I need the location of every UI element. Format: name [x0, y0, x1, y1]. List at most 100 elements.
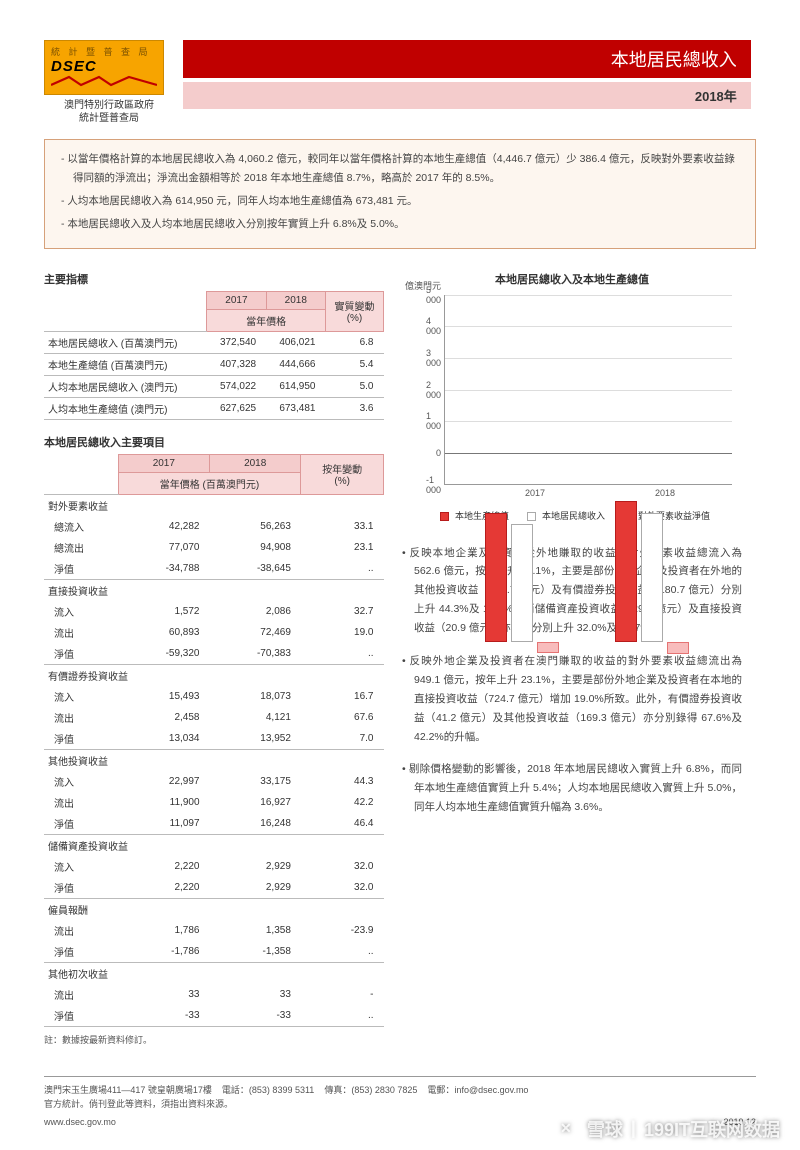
cell: 16,927 [210, 792, 301, 813]
watermark-text: 199IT互联网数据 [644, 1116, 780, 1142]
cell: 407,328 [207, 353, 266, 375]
row-label: 本地居民總收入 (百萬澳門元) [44, 331, 207, 353]
bar-chart: 億澳門元 -1 00001 0002 0003 0004 0005 000201… [402, 295, 742, 485]
cell: 16,248 [210, 813, 301, 835]
row-label: 總流入 [44, 516, 118, 537]
y-tick-label: 2 000 [426, 380, 445, 400]
footer-url: www.dsec.gov.mo [44, 1115, 116, 1129]
table-row: 本地居民總收入 (百萬澳門元)372,540406,0216.8 [44, 331, 384, 353]
row-label: 淨值 [44, 941, 118, 963]
cell: 3.6 [325, 397, 383, 419]
cell: .. [301, 558, 384, 580]
cell: -23.9 [301, 920, 384, 941]
logo-main-text: DSEC [51, 58, 157, 75]
cell: 2,086 [210, 601, 301, 622]
cell: 32.0 [301, 856, 384, 877]
table-row: 淨值-33-33.. [44, 1005, 384, 1027]
bar [537, 642, 559, 653]
table-row: 流入2,2202,92932.0 [44, 856, 384, 877]
table-row: 淨值-1,786-1,358.. [44, 941, 384, 963]
row-label: 流出 [44, 920, 118, 941]
col-header: 實質變動 (%) [325, 291, 383, 331]
cell: 32.7 [301, 601, 384, 622]
row-label: 流入 [44, 686, 118, 707]
logo-top-text: 統 計 暨 普 查 局 [51, 45, 157, 58]
table-row: 流出11,90016,92742.2 [44, 792, 384, 813]
row-label: 淨值 [44, 728, 118, 750]
cell: 16.7 [301, 686, 384, 707]
table-row: 淨值-59,320-70,383.. [44, 643, 384, 665]
cell: -38,645 [210, 558, 301, 580]
cell: -1,358 [210, 941, 301, 963]
cell: .. [301, 1005, 384, 1027]
bar [485, 513, 507, 642]
cell: -33 [210, 1005, 301, 1027]
cell: 614,950 [266, 375, 325, 397]
chart-legend: 本地生產總值本地居民總收入對外要素收益淨值 [402, 509, 742, 522]
row-label: 人均本地生產總值 (澳門元) [44, 397, 207, 419]
analysis-item: 剔除價格變動的影響後，2018 年本地居民總收入實質上升 6.8%，而同年本地生… [402, 760, 742, 817]
legend-item: 本地居民總收入 [521, 511, 605, 521]
group-label: 直接投資收益 [44, 579, 384, 601]
analysis-bullets: 反映本地企業及投資者從外地賺取的收益的對外要素收益總流入為 562.6 億元，按… [402, 544, 742, 818]
row-label: 流入 [44, 771, 118, 792]
gridline [445, 326, 732, 327]
table-row: 流出1,7861,358-23.9 [44, 920, 384, 941]
table1-title: 主要指標 [44, 271, 384, 287]
y-tick-label: 3 000 [426, 348, 445, 368]
group-label: 對外要素收益 [44, 494, 384, 516]
footer-attribution: 官方統計。倘刊登此等資料，須指出資料來源。 [44, 1097, 756, 1111]
row-label: 淨值 [44, 643, 118, 665]
y-tick-label: 5 000 [426, 285, 445, 305]
group-label: 其他投資收益 [44, 749, 384, 771]
cell: 444,666 [266, 353, 325, 375]
row-label: 本地生產總值 (百萬澳門元) [44, 353, 207, 375]
header-row: 統 計 暨 普 查 局 DSEC 澳門特別行政區政府 統計暨普查局 本地居民總收… [44, 40, 756, 125]
legend-swatch [527, 512, 536, 521]
cell: 77,070 [118, 537, 209, 558]
cell: 13,952 [210, 728, 301, 750]
bar [511, 524, 533, 642]
watermark: ✕ 雪球 | 199IT互联网数据 [553, 1116, 780, 1142]
y-tick-label: 1 000 [426, 411, 445, 431]
cell: 11,900 [118, 792, 209, 813]
gridline [445, 421, 732, 422]
group-label: 有價證券投資收益 [44, 664, 384, 686]
gridline [445, 390, 732, 391]
logo-block: 統 計 暨 普 查 局 DSEC 澳門特別行政區政府 統計暨普查局 [44, 40, 174, 125]
row-label: 流出 [44, 984, 118, 1005]
row-label: 流出 [44, 622, 118, 643]
cell: 18,073 [210, 686, 301, 707]
table-row: 流入1,5722,08632.7 [44, 601, 384, 622]
row-label: 淨值 [44, 813, 118, 835]
components-table: 2017 2018 按年變動 (%) 當年價格 (百萬澳門元) 對外要素收益總流… [44, 454, 384, 1027]
right-column: 本地居民總收入及本地生產總值 億澳門元 -1 00001 0002 0003 0… [402, 271, 742, 1046]
cell: -59,320 [118, 643, 209, 665]
row-label: 總流出 [44, 537, 118, 558]
table-row: 淨值2,2202,92932.0 [44, 877, 384, 899]
analysis-item: 反映外地企業及投資者在澳門賺取的收益的對外要素收益總流出為 949.1 億元，按… [402, 652, 742, 746]
highlight-item: 以當年價格計算的本地居民總收入為 4,060.2 億元，較同年以當年價格計算的本… [61, 150, 739, 188]
table2-note: 註：數據按最新資料修訂。 [44, 1033, 384, 1046]
cell: - [301, 984, 384, 1005]
bar [641, 513, 663, 642]
cell: 67.6 [301, 707, 384, 728]
cell: 44.3 [301, 771, 384, 792]
bar [615, 501, 637, 642]
cell: 42,282 [118, 516, 209, 537]
col-header: 按年變動 (%) [301, 454, 384, 494]
zero-line [445, 453, 732, 454]
cell: 23.1 [301, 537, 384, 558]
cell: -70,383 [210, 643, 301, 665]
table-row: 人均本地生產總值 (澳門元)627,625673,4813.6 [44, 397, 384, 419]
cell: -34,788 [118, 558, 209, 580]
cell: 33.1 [301, 516, 384, 537]
cell: 13,034 [118, 728, 209, 750]
cell: 22,997 [118, 771, 209, 792]
table-row: 流入22,99733,17544.3 [44, 771, 384, 792]
cell: 2,929 [210, 856, 301, 877]
row-label: 淨值 [44, 558, 118, 580]
row-label: 淨值 [44, 1005, 118, 1027]
col-header: 2018 [210, 454, 301, 472]
watermark-brand: 雪球 [587, 1116, 623, 1142]
